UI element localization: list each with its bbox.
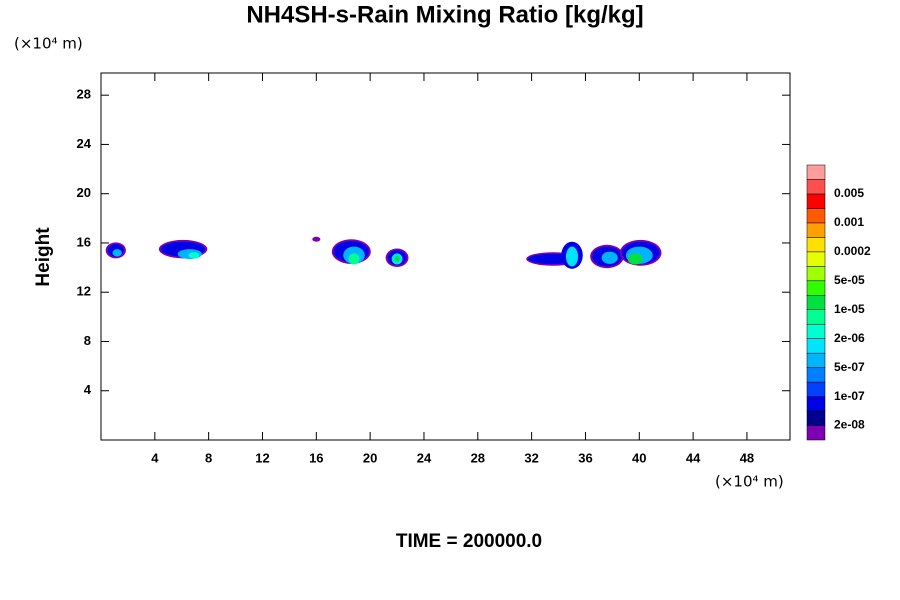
contour-cell [188, 252, 200, 259]
colorbar-swatch [806, 381, 826, 397]
colorbar-swatch [806, 222, 826, 238]
x-tick-label: 40 [632, 450, 646, 465]
colorbar-swatch [806, 323, 826, 339]
y-tick-label: 20 [77, 185, 91, 200]
y-tick-label: 4 [84, 382, 92, 397]
colorbar-swatch [806, 280, 826, 296]
colorbar-swatch [806, 352, 826, 368]
colorbar-swatch [806, 179, 826, 195]
contour-cell [348, 253, 360, 265]
colorbar-swatch [806, 266, 826, 282]
colorbar-swatch [806, 164, 826, 180]
x-tick-label: 16 [309, 450, 323, 465]
contour-cell [394, 255, 400, 263]
colorbar-label: 0.001 [834, 215, 864, 229]
colorbar-label: 1e-05 [834, 302, 865, 316]
y-tick-label: 24 [77, 136, 92, 151]
colorbar-swatch [806, 425, 826, 441]
colorbar-label: 5e-07 [834, 360, 865, 374]
colorbar-label: 2e-06 [834, 331, 865, 345]
contour-cell [627, 253, 643, 265]
chart-title: NH4SH-s-Rain Mixing Ratio [kg/kg] [246, 1, 643, 28]
colorbar-label: 5e-05 [834, 273, 865, 287]
plot-area [105, 236, 662, 269]
colorbar-swatch [806, 396, 826, 412]
y-tick-label: 8 [84, 333, 91, 348]
x-tick-label: 20 [363, 450, 377, 465]
contour-cell [601, 251, 618, 264]
x-tick-label: 32 [524, 450, 538, 465]
x-tick-label: 36 [578, 450, 592, 465]
contour-cell [112, 249, 122, 257]
colorbar-swatch [806, 193, 826, 209]
x-tick-label: 12 [255, 450, 269, 465]
colorbar-label: 2e-08 [834, 418, 865, 432]
x-tick-label: 8 [205, 450, 212, 465]
y-tick-label: 16 [77, 234, 91, 249]
colorbar-label: 0.005 [834, 186, 864, 200]
contour-cell [312, 236, 321, 242]
colorbar-swatch [806, 367, 826, 383]
y-tick-label: 12 [77, 284, 91, 299]
colorbar-label: 0.0002 [834, 244, 871, 258]
colorbar-swatch [806, 338, 826, 354]
y-unit-label: (×10⁴ m) [14, 35, 83, 53]
x-tick-label: 48 [740, 450, 754, 465]
colorbar-label: 1e-07 [834, 389, 865, 403]
time-label: TIME = 200000.0 [396, 531, 542, 552]
x-tick-label: 28 [471, 450, 485, 465]
colorbar-swatch [806, 410, 826, 426]
colorbar-swatch [806, 309, 826, 325]
colorbar-swatch [806, 237, 826, 253]
plot-frame [100, 72, 791, 441]
x-tick-label: 44 [686, 450, 701, 465]
y-axis-label: Height [33, 227, 54, 287]
colorbar-swatch [806, 208, 826, 224]
x-tick-label: 24 [417, 450, 432, 465]
x-unit-label: (×10⁴ m) [715, 473, 784, 491]
colorbar-swatch [806, 295, 826, 310]
x-tick-label: 4 [151, 450, 159, 465]
colorbar-swatch [806, 251, 826, 267]
contour-cell [565, 246, 579, 267]
y-tick-label: 28 [77, 87, 91, 102]
